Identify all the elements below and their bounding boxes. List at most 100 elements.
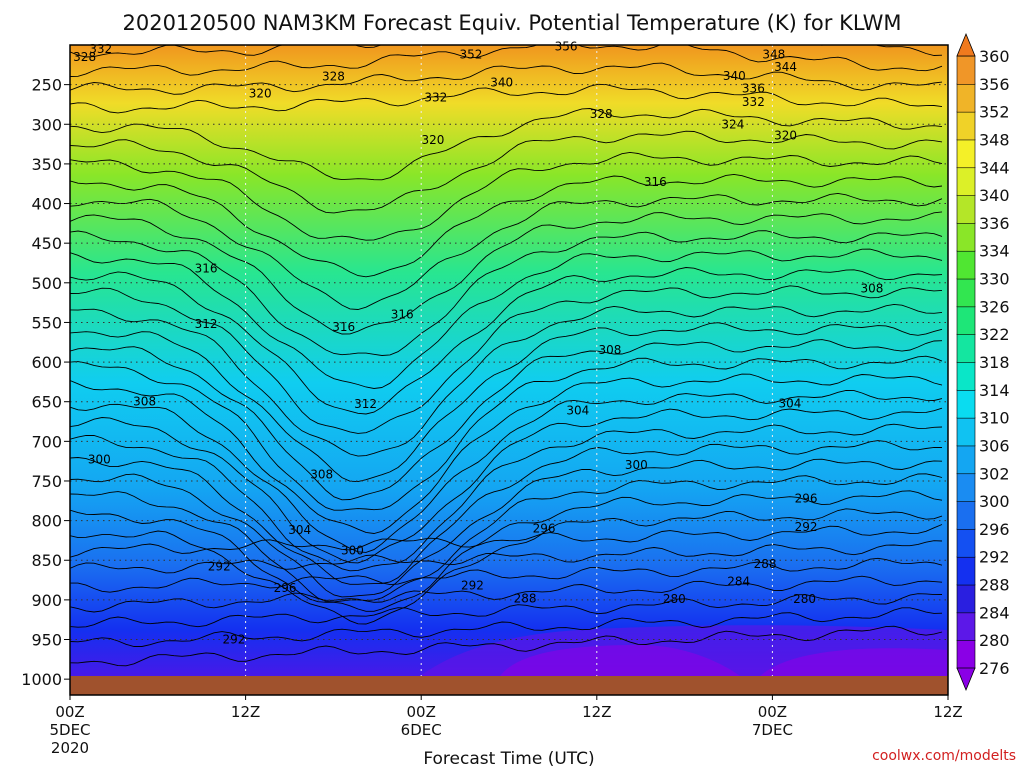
x-tick-label: 00Z [407,703,436,721]
contour-line [70,355,943,511]
contour-line [70,45,943,58]
grid-lines [70,45,948,695]
credit-text: coolwx.com/modelts [872,748,1016,764]
contour-label-text: 280 [793,592,816,606]
contour-label-text: 340 [723,69,746,83]
y-tick-label: 600 [31,353,62,372]
colorbar-swatch [956,472,976,502]
x-tick-label: 5DEC [49,721,90,739]
x-tick-label: 2020 [51,739,89,757]
colorbar-swatch [956,500,976,530]
y-tick-label: 400 [31,195,62,214]
contour-line [70,593,943,628]
contour-line [70,373,943,534]
contour-label-text: 300 [341,544,364,558]
contour-label-text: 296 [533,522,556,536]
y-tick-label: 500 [31,274,62,293]
contour-label-text: 316 [195,262,218,276]
colorbar-tick-label: 292 [979,548,1010,567]
contour-label: 288 [514,591,537,605]
contour-label: 308 [133,395,156,409]
colorbar-tick-label: 318 [979,353,1010,372]
colorbar-swatch [956,250,976,280]
contour-label: 320 [249,86,272,100]
colorbar-swatch [956,333,976,363]
y-tick-label: 700 [31,432,62,451]
colorbar-tick-label: 326 [979,297,1010,316]
contour-lines [70,45,943,667]
contour-label-text: 352 [460,48,483,62]
colorbar-tick-label: 356 [979,75,1010,94]
colorbar-tick-label: 322 [979,325,1010,344]
contour-line [70,248,943,389]
colorbar-swatch [956,584,976,614]
x-tick-label: 00Z [55,703,84,721]
contour-label: 332 [424,90,447,104]
contour-label-text: 308 [599,343,622,357]
colorbar-tick-label: 276 [979,659,1010,678]
contour-label-text: 332 [742,95,765,109]
colorbar-swatch [956,612,976,641]
contour-line [70,607,943,647]
y-tick-label: 950 [31,631,62,650]
contour-label-text: 300 [625,458,648,472]
y-tick-label: 850 [31,551,62,570]
contour-label-text: 288 [514,591,537,605]
contour-label: 332 [742,95,765,109]
y-tick-label: 650 [31,393,62,412]
colorbar-swatch [956,361,976,391]
contour-line [70,173,943,278]
colorbar-tick-label: 352 [979,103,1010,122]
contour-label: 304 [779,396,802,410]
colorbar-tick-label: 284 [979,603,1010,622]
contour-label: 292 [222,633,245,647]
colorbar-tick-label: 288 [979,576,1010,595]
contour-label: 308 [860,281,883,295]
y-tick-label: 750 [31,472,62,491]
contour-line [70,473,943,603]
colorbar-tick-label: 314 [979,381,1010,400]
contour-line [70,322,943,483]
contour-line [70,440,943,585]
contour-label: 328 [590,107,613,121]
contour-label-text: 292 [461,579,484,593]
contour-label-text: 316 [391,308,414,322]
colorbar-tick-label: 302 [979,464,1010,483]
contour-label: 300 [341,544,364,558]
contour-label-text: 344 [774,60,797,74]
ground-surface [70,676,948,695]
y-tick-label: 300 [31,115,62,134]
colorbar-tick-label: 340 [979,186,1010,205]
contour-label-text: 332 [424,90,447,104]
colorbar-swatch [956,389,976,419]
contour-label: 292 [795,520,818,534]
colorbar-tick-label: 330 [979,270,1010,289]
contour-label: 304 [288,523,311,537]
contour-line [70,62,943,95]
contour-label-text: 328 [73,50,96,64]
contour-label: 308 [310,468,333,482]
contour-label-text: 328 [590,107,613,121]
colorbar-tick-label: 300 [979,492,1010,511]
contour-label: 300 [88,453,111,467]
contour-line [70,211,943,335]
contour-label-text: 312 [195,317,218,331]
contour-line [70,285,943,434]
contour-label-text: 292 [208,560,231,574]
contour-label-text: 292 [795,520,818,534]
contour-label: 328 [322,70,345,84]
colorbar-swatch [956,55,976,85]
contour-line [70,45,943,77]
contour-label-text: 320 [249,86,272,100]
y-axis: 250 300 350 400 450 500 550 600 650 700 750 800 850 9… [21,76,70,689]
y-tick-label: 250 [31,76,62,95]
y-tick-label: 1000 [21,670,62,689]
contour-line [70,524,943,558]
chart-title: 2020120500 NAM3KM Forecast Equiv. Potent… [122,11,901,35]
contour-label-text: 328 [322,70,345,84]
colorbar-swatch [956,111,976,141]
contour-label: 344 [774,60,797,74]
contour-label: 316 [644,175,667,189]
